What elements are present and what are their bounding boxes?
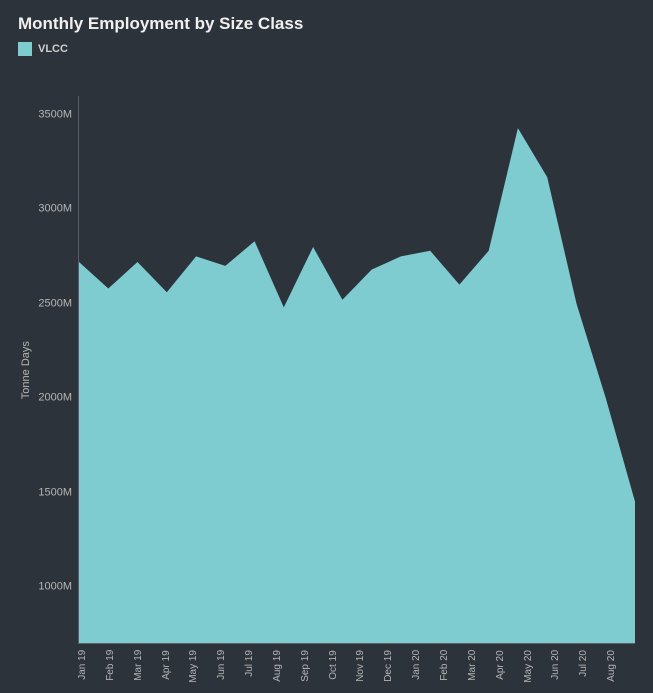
y-axis-label: Tonne Days: [18, 96, 34, 644]
x-axis-ticks: Jan 19Feb 19Mar 19Apr 19May 19Jun 19Jul …: [78, 644, 635, 683]
x-tick: Jun 20: [551, 650, 579, 683]
area-chart-svg: [79, 96, 635, 643]
chart-body: Tonne Days 3500M3000M2500M2000M1500M1000…: [18, 96, 635, 644]
x-tick: Jul 20: [579, 650, 607, 683]
x-tick: Aug 19: [273, 650, 301, 683]
plot-area: [78, 96, 635, 644]
legend-swatch: [18, 42, 32, 56]
x-tick: Mar 20: [468, 650, 496, 683]
x-tick: Dec 19: [384, 650, 412, 683]
x-tick: Sep 19: [301, 650, 329, 683]
x-tick: Jun 19: [217, 650, 245, 683]
chart-title: Monthly Employment by Size Class: [18, 14, 635, 34]
x-tick: Feb 20: [440, 650, 468, 683]
x-tick: Jul 19: [245, 650, 273, 683]
x-axis: Jan 19Feb 19Mar 19Apr 19May 19Jun 19Jul …: [18, 644, 635, 683]
x-tick: Feb 19: [106, 650, 134, 683]
x-tick: Mar 19: [134, 650, 162, 683]
x-tick: Jan 19: [78, 650, 106, 683]
x-tick: Jan 20: [412, 650, 440, 683]
y-axis: 3500M3000M2500M2000M1500M1000M: [34, 96, 78, 644]
legend-label: VLCC: [38, 43, 68, 55]
chart-container: Monthly Employment by Size Class VLCC To…: [0, 0, 653, 693]
area-series-vlcc: [79, 128, 635, 643]
x-tick: Apr 20: [496, 650, 524, 683]
legend: VLCC: [18, 42, 635, 56]
x-tick: Aug 20: [607, 650, 635, 683]
x-tick: May 20: [524, 650, 552, 683]
x-tick: May 19: [189, 650, 217, 683]
x-tick: Oct 19: [329, 650, 357, 683]
x-tick: Nov 19: [356, 650, 384, 683]
x-tick: Apr 19: [162, 650, 190, 683]
